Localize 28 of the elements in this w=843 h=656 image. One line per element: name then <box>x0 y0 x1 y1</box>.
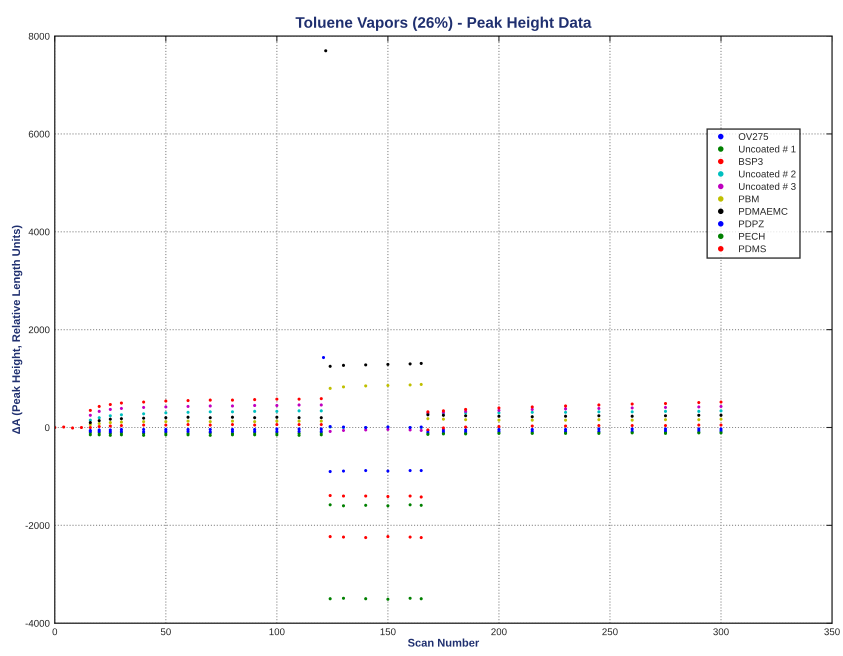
x-tick-label: 0 <box>52 628 58 636</box>
x-tick-label: 300 <box>713 628 729 636</box>
chart-title: Toluene Vapors (26%) - Peak Height Data <box>296 16 592 31</box>
y-tick-label: 4000 <box>28 228 50 236</box>
x-tick-label: 150 <box>380 628 396 636</box>
y-tick-label: -2000 <box>26 522 50 529</box>
x-tick-label: 250 <box>602 628 618 636</box>
y-tick-label: -4000 <box>26 620 50 627</box>
x-tick-label: 200 <box>491 628 507 636</box>
legend-label: Uncoated # 3 <box>739 182 796 190</box>
legend-label: Uncoated # 1 <box>739 145 796 153</box>
legend-label: PDPZ <box>739 220 764 228</box>
legend-label: PDMS <box>739 245 766 252</box>
y-tick-label: 0 <box>44 424 50 432</box>
y-tick-label: 6000 <box>28 130 50 138</box>
legend-label: OV275 <box>738 133 768 140</box>
legend-label: PECH <box>739 232 764 240</box>
y-tick-label: 2000 <box>28 326 50 334</box>
x-tick-label: 100 <box>269 628 285 636</box>
legend-label: Uncoated # 2 <box>739 170 796 178</box>
legend-label: PBM <box>739 196 759 202</box>
x-tick-label: 350 <box>824 628 840 636</box>
y-axis-title: ΔA (Peak Height, Relative Length Units) <box>12 225 22 434</box>
legend-label: BSP3 <box>739 158 763 165</box>
x-tick-label: 50 <box>160 628 171 636</box>
legend-label: PDMAEMC <box>739 208 788 215</box>
x-axis-title: Scan Number <box>408 638 480 647</box>
y-tick-label: 8000 <box>28 32 50 40</box>
